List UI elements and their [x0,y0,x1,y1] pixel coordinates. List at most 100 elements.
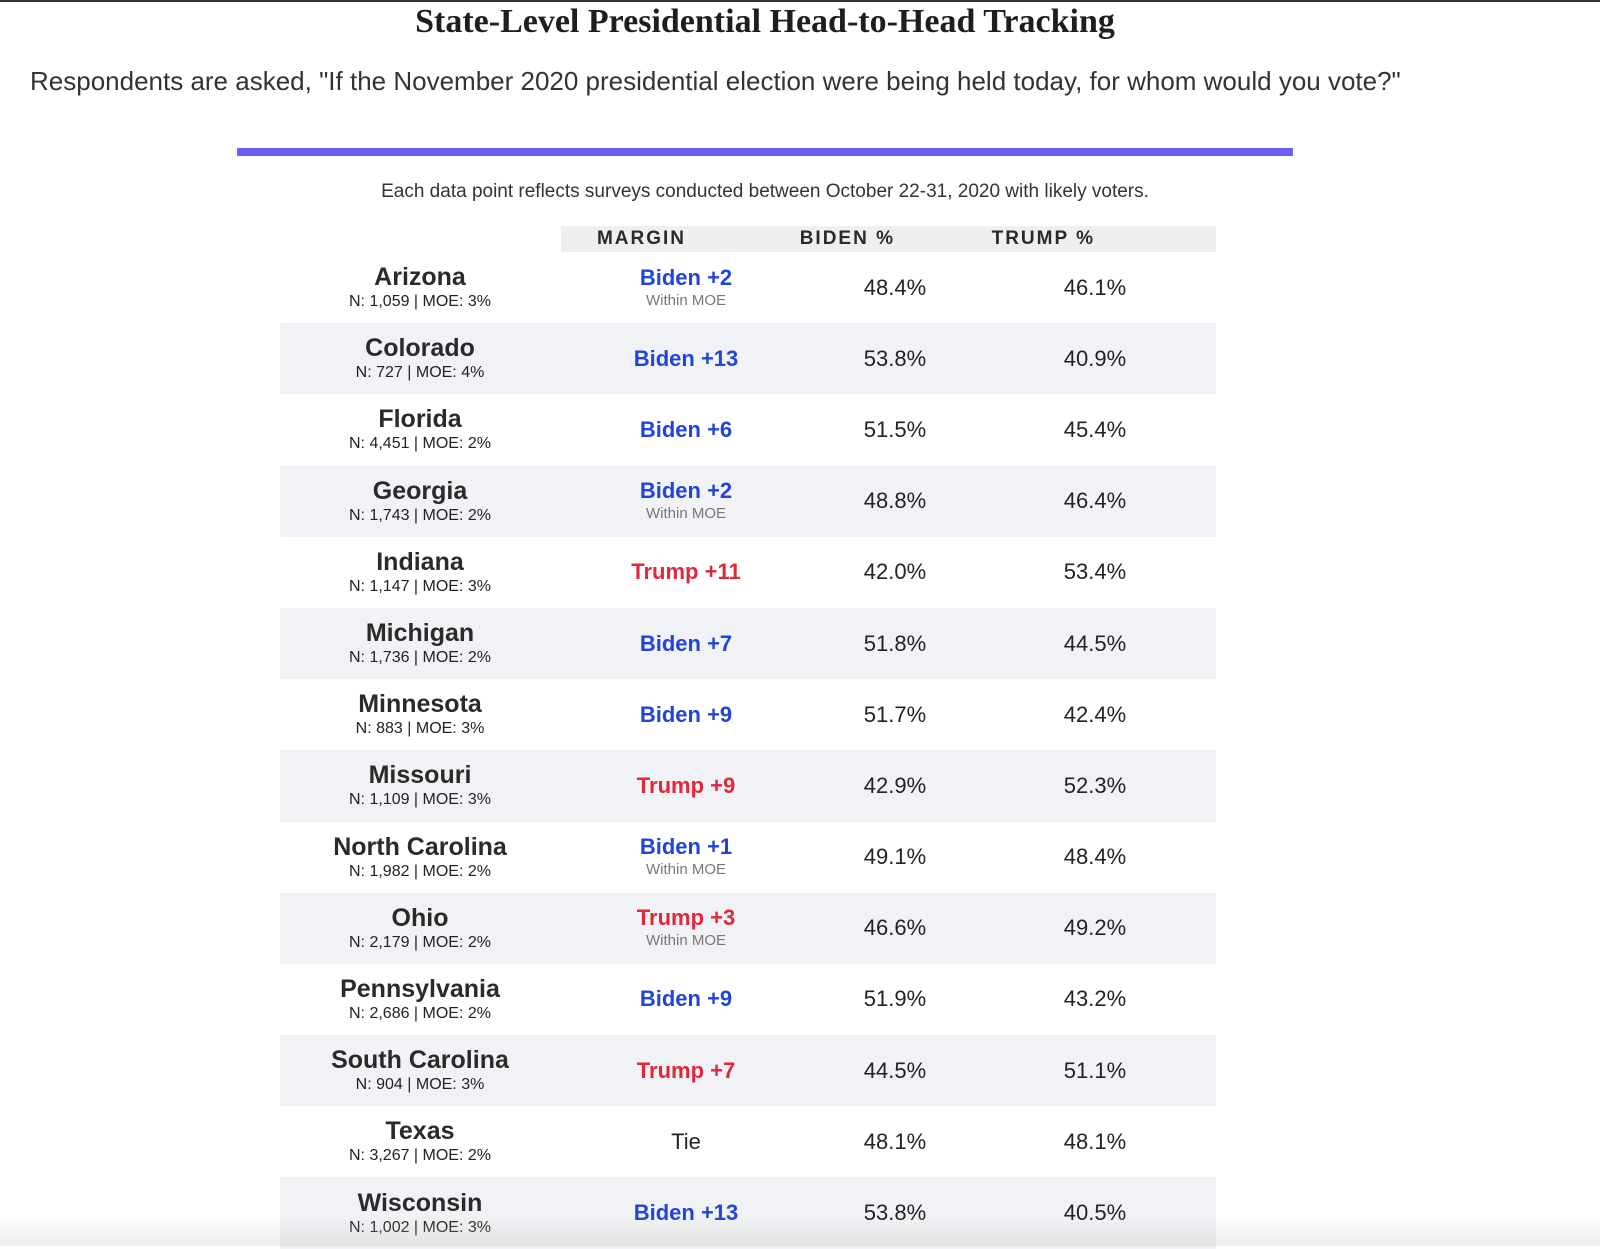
state-name: North Carolina [333,832,507,861]
table-header: MARGIN BIDEN % TRUMP % [280,226,1216,252]
state-cell: Missouri N: 1,109 | MOE: 3% [280,750,560,821]
trump-pct: 46.4% [1063,488,1127,514]
margin-value: Trump +7 [636,1057,736,1083]
state-name: Texas [385,1117,455,1146]
table-row: WisconsinN: 1,002 | MOE: 3% Biden +13 53.8… [280,1177,1216,1249]
margin-column-header: MARGIN [596,228,686,249]
sample-size-moe: N: 2,686 | MOE: 2% [349,1004,491,1022]
trump-pct-cell: 46.1% [970,252,1220,323]
biden-pct-cell: 53.8% [770,1177,1020,1248]
sample-size-moe: N: 4,451 | MOE: 2% [349,435,491,453]
polling-table: MARGIN BIDEN % TRUMP % Arizona N: 1,059 |… [280,226,1216,1249]
state-name: South Carolina [331,1046,509,1075]
within-moe-note: Within MOE [645,861,726,879]
biden-pct-cell: 51.8% [770,608,1020,679]
bottom-fade [0,1216,1600,1246]
sample-size-moe: N: 1,736 | MOE: 2% [349,649,491,667]
trump-column-header: TRUMP % [991,228,1095,249]
biden-pct: 48.4% [863,274,927,300]
state-cell: Florida N: 4,451 | MOE: 2% [280,394,560,465]
survey-note: Each data point reflects surveys conduct… [381,181,1149,202]
biden-pct-cell: 49.1% [770,822,1020,893]
trump-pct: 53.4% [1063,559,1127,585]
margin-cell: Biden +6 [561,394,811,465]
state-cell: Texas N: 3,267 | MOE: 2% [280,1106,560,1177]
trump-pct: 51.1% [1063,1057,1127,1083]
trump-pct-cell: 52.3% [970,750,1220,821]
margin-value: Biden +9 [639,701,733,727]
table-row: Missouri N: 1,109 | MOE: 3% Trump +9 42.9% 5… [280,750,1216,822]
margin-cell: Trump +3 Within MOE [561,893,811,964]
biden-pct: 44.5% [863,1057,927,1083]
trump-pct: 48.4% [1063,844,1127,870]
trump-pct: 40.5% [1063,1200,1127,1226]
table-row: Minnesota N: 883 | MOE: 3% Biden +9 51.7% 42… [280,679,1216,750]
biden-pct-cell: 46.6% [770,893,1020,964]
margin-value: Tie [671,1128,701,1154]
margin-value: Biden +2 [639,478,733,504]
state-name: Michigan [365,619,475,648]
biden-pct-cell: 42.0% [770,537,1020,608]
biden-pct: 48.8% [863,488,927,514]
trump-pct: 49.2% [1063,915,1127,941]
sample-size-moe: N: 1,002 | MOE: 3% [349,1218,491,1238]
biden-pct: 51.5% [863,416,927,442]
trump-pct: 40.9% [1063,345,1127,371]
margin-cell: Trump +11 [561,537,811,608]
margin-cell: Trump +7 [561,1035,811,1106]
sample-size-moe: N: 3,267 | MOE: 2% [349,1147,491,1165]
sample-size-moe: N: 883 | MOE: 3% [355,720,485,738]
sample-size-moe: N: 1,059 | MOE: 3% [349,293,491,311]
table-row: Ohio N: 2,179 | MOE: 2% Trump +3 Within MOE… [280,892,1216,964]
biden-pct-cell: 42.9% [770,750,1020,821]
trump-pct-cell: 45.4% [970,394,1220,465]
trump-pct-cell: 40.9% [970,323,1220,394]
margin-cell: Biden +13 [561,323,811,394]
trump-pct-cell: 46.4% [970,466,1220,537]
margin-cell: Biden +2 Within MOE [561,466,811,537]
sample-size-moe: N: 1,109 | MOE: 3% [349,791,491,809]
margin-value: Biden +13 [633,345,739,371]
table-row: Georgia N: 1,743 | MOE: 2% Biden +2 Within … [280,465,1216,537]
margin-cell: Biden +9 [561,679,811,750]
top-rule [0,0,1600,2]
trump-pct-cell: 53.4% [970,537,1220,608]
state-cell: Minnesota N: 883 | MOE: 3% [280,679,560,750]
state-cell: WisconsinN: 1,002 | MOE: 3% [280,1177,560,1248]
margin-value: Biden +6 [639,416,733,442]
margin-cell: Biden +1 Within MOE [561,822,811,893]
state-cell: South Carolina N: 904 | MOE: 3% [280,1035,560,1106]
table-body: Arizona N: 1,059 | MOE: 3% Biden +2 Within … [280,252,1216,1249]
biden-pct: 42.0% [863,559,927,585]
trump-pct: 45.4% [1063,416,1127,442]
margin-value: Trump +11 [631,559,741,585]
biden-pct: 49.1% [863,844,927,870]
state-cell: Arizona N: 1,059 | MOE: 3% [280,252,560,323]
biden-pct-cell: 44.5% [770,1035,1020,1106]
state-cell: Ohio N: 2,179 | MOE: 2% [280,893,560,964]
table-row: South Carolina N: 904 | MOE: 3% Trump +7 44… [280,1035,1216,1107]
sample-size-moe: N: 904 | MOE: 3% [355,1076,485,1094]
state-name: Indiana [376,547,464,576]
table-row: Pennsylvania N: 2,686 | MOE: 2% Biden +9 51… [280,964,1216,1035]
state-name: Florida [378,405,462,434]
table-row: Michigan N: 1,736 | MOE: 2% Biden +7 51.8% 4… [280,607,1216,680]
trump-pct-cell: 49.2% [970,893,1220,964]
biden-pct: 46.6% [863,915,927,941]
accent-divider [237,148,1293,156]
trump-pct: 46.1% [1063,274,1127,300]
margin-cell: Biden +9 [561,964,811,1035]
trump-pct-cell: 40.5% [970,1177,1220,1248]
margin-value: Biden +1 [639,834,733,860]
biden-pct: 42.9% [863,772,927,798]
margin-cell: Tie [561,1106,811,1177]
biden-pct-cell: 48.1% [770,1106,1020,1177]
state-name: Arizona [374,263,466,292]
trump-pct-cell: 48.4% [970,822,1220,893]
state-name: Colorado [365,334,475,363]
trump-pct: 48.1% [1063,1128,1127,1154]
page-title: State-Level Presidential Head-to-Head Tr… [415,3,1115,40]
state-cell: Georgia N: 1,743 | MOE: 2% [280,466,560,537]
trump-pct-cell: 43.2% [970,964,1220,1035]
biden-pct: 51.7% [863,701,927,727]
